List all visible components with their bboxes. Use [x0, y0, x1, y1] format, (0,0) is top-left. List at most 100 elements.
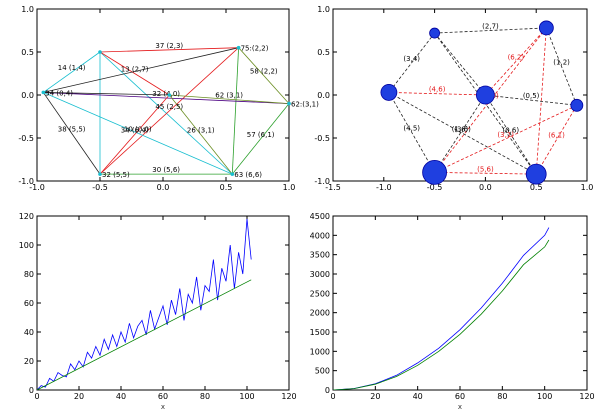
y-tick-label: 0.5	[21, 48, 34, 57]
graph-edge	[43, 92, 170, 96]
edge-label: (6,1)	[548, 132, 565, 140]
x-tick-label: 0.0	[479, 183, 492, 192]
x-tick-label: 80	[497, 392, 507, 401]
edge-label: 34 (6,4)	[121, 127, 149, 135]
node-label: 63 (6,6)	[234, 171, 262, 179]
edge-label: 38 (5,5)	[58, 125, 86, 133]
x-tick-label: 0.0	[157, 183, 170, 192]
plot-frame	[332, 8, 588, 182]
graph-node	[230, 172, 235, 176]
plot-frame	[332, 215, 588, 391]
y-tick-label: 3000	[310, 270, 330, 279]
graph-node	[167, 93, 172, 97]
graph-edge	[434, 27, 547, 34]
graph-edge	[42, 92, 101, 175]
graph-edge	[99, 94, 170, 175]
edge-label: 57 (6,1)	[247, 131, 275, 139]
graph-edge	[434, 32, 486, 96]
graph-edge	[238, 47, 290, 104]
x-axis-label: x	[458, 403, 462, 411]
graph-edge	[43, 92, 233, 175]
x-tick-label: 1.0	[581, 183, 594, 192]
edge-label: 13 (2,7)	[121, 66, 149, 74]
edge-label: (0,5)	[523, 92, 540, 100]
graph-edge	[434, 104, 578, 173]
graph-node	[236, 45, 241, 50]
edge-label: (2,7)	[482, 23, 499, 31]
y-tick-label: -0.5	[314, 134, 330, 143]
node-label: 62:(3,1)	[291, 101, 319, 109]
y-tick-label: 1.0	[317, 5, 330, 14]
edge-label: 10 (0,0)	[124, 125, 152, 133]
x-tick-label: -1.0	[29, 183, 45, 192]
y-tick-label: 0.0	[21, 91, 34, 100]
x-tick-label: 40	[116, 392, 126, 401]
y-tick-label: 2500	[310, 289, 330, 298]
graph-node	[287, 101, 291, 106]
graph-edge	[535, 105, 578, 175]
edge-label: (4,6)	[429, 86, 446, 94]
x-tick-label: 60	[158, 392, 168, 401]
graph-edge	[99, 51, 233, 175]
graph-edge	[434, 94, 486, 173]
y-tick-label: 500	[315, 367, 330, 376]
graph-edge	[535, 27, 547, 175]
y-tick-label: 120	[19, 212, 34, 221]
graph-node	[98, 50, 102, 54]
edge-label: (0,6)	[502, 127, 519, 135]
edge-label: 58 (2,2)	[250, 68, 278, 76]
x-axis-label: x	[161, 403, 165, 411]
graph-edge	[434, 172, 537, 175]
graph-node	[380, 84, 398, 101]
y-tick-label: -1.0	[18, 177, 34, 186]
graph-edge	[43, 47, 239, 93]
x-tick-label: 60	[455, 392, 465, 401]
x-tick-label: -1.0	[376, 183, 392, 192]
graph-edge	[43, 51, 101, 93]
edge-label: (5,6)	[477, 165, 494, 173]
edge-label: 32 (4,0)	[152, 90, 180, 98]
edge-label: (4,5)	[403, 124, 420, 132]
plot-frame	[36, 215, 290, 391]
graph-edge	[388, 92, 486, 96]
x-tick-label: 20	[370, 392, 380, 401]
x-tick-label: 0	[330, 392, 335, 401]
subplot-1: -1.0 -0.5 0.0 0.5 1.0 1.0 0.5 0.0 -0.5 -1.0 37 (2,…	[18, 5, 319, 192]
graph-node	[98, 172, 102, 176]
graph-edge	[231, 47, 239, 175]
y-tick-label: 100	[19, 241, 34, 250]
node-label: 75:(2,2)	[241, 45, 269, 53]
x-tick-label: 20	[74, 392, 84, 401]
edge-label: 62 (3,1)	[215, 91, 243, 99]
graph-edge	[485, 94, 537, 175]
y-tick-label: 4000	[310, 231, 330, 240]
graph-node	[570, 98, 584, 112]
series-line	[37, 218, 252, 390]
y-tick-label: 0	[325, 386, 330, 395]
graph-edge	[169, 94, 290, 104]
series-line	[37, 279, 252, 390]
y-tick-label: 1500	[310, 328, 330, 337]
x-tick-label: -0.5	[427, 183, 443, 192]
x-tick-label: 0	[34, 392, 39, 401]
graph-node	[525, 163, 547, 185]
graph-edge	[231, 103, 290, 175]
x-tick-label: -1.5	[325, 183, 341, 192]
graph-edge	[485, 27, 547, 96]
y-tick-label: 40	[24, 328, 34, 337]
y-tick-label: 80	[24, 270, 34, 279]
edge-label: (3,4)	[403, 55, 420, 63]
x-tick-label: 120	[281, 392, 296, 401]
graph-edge	[388, 32, 435, 93]
x-tick-label: 100	[537, 392, 552, 401]
y-tick-label: 1000	[310, 347, 330, 356]
graph-node	[475, 85, 495, 105]
x-tick-label: 100	[239, 392, 254, 401]
edge-label: 14 (1,4)	[58, 64, 86, 72]
x-tick-label: 1.0	[283, 183, 296, 192]
graph-edge	[388, 92, 537, 175]
y-tick-label: 20	[24, 357, 34, 366]
x-tick-label: 0.5	[220, 183, 233, 192]
node-label: 32 (5,5)	[102, 171, 130, 179]
graph-edge	[99, 51, 170, 96]
